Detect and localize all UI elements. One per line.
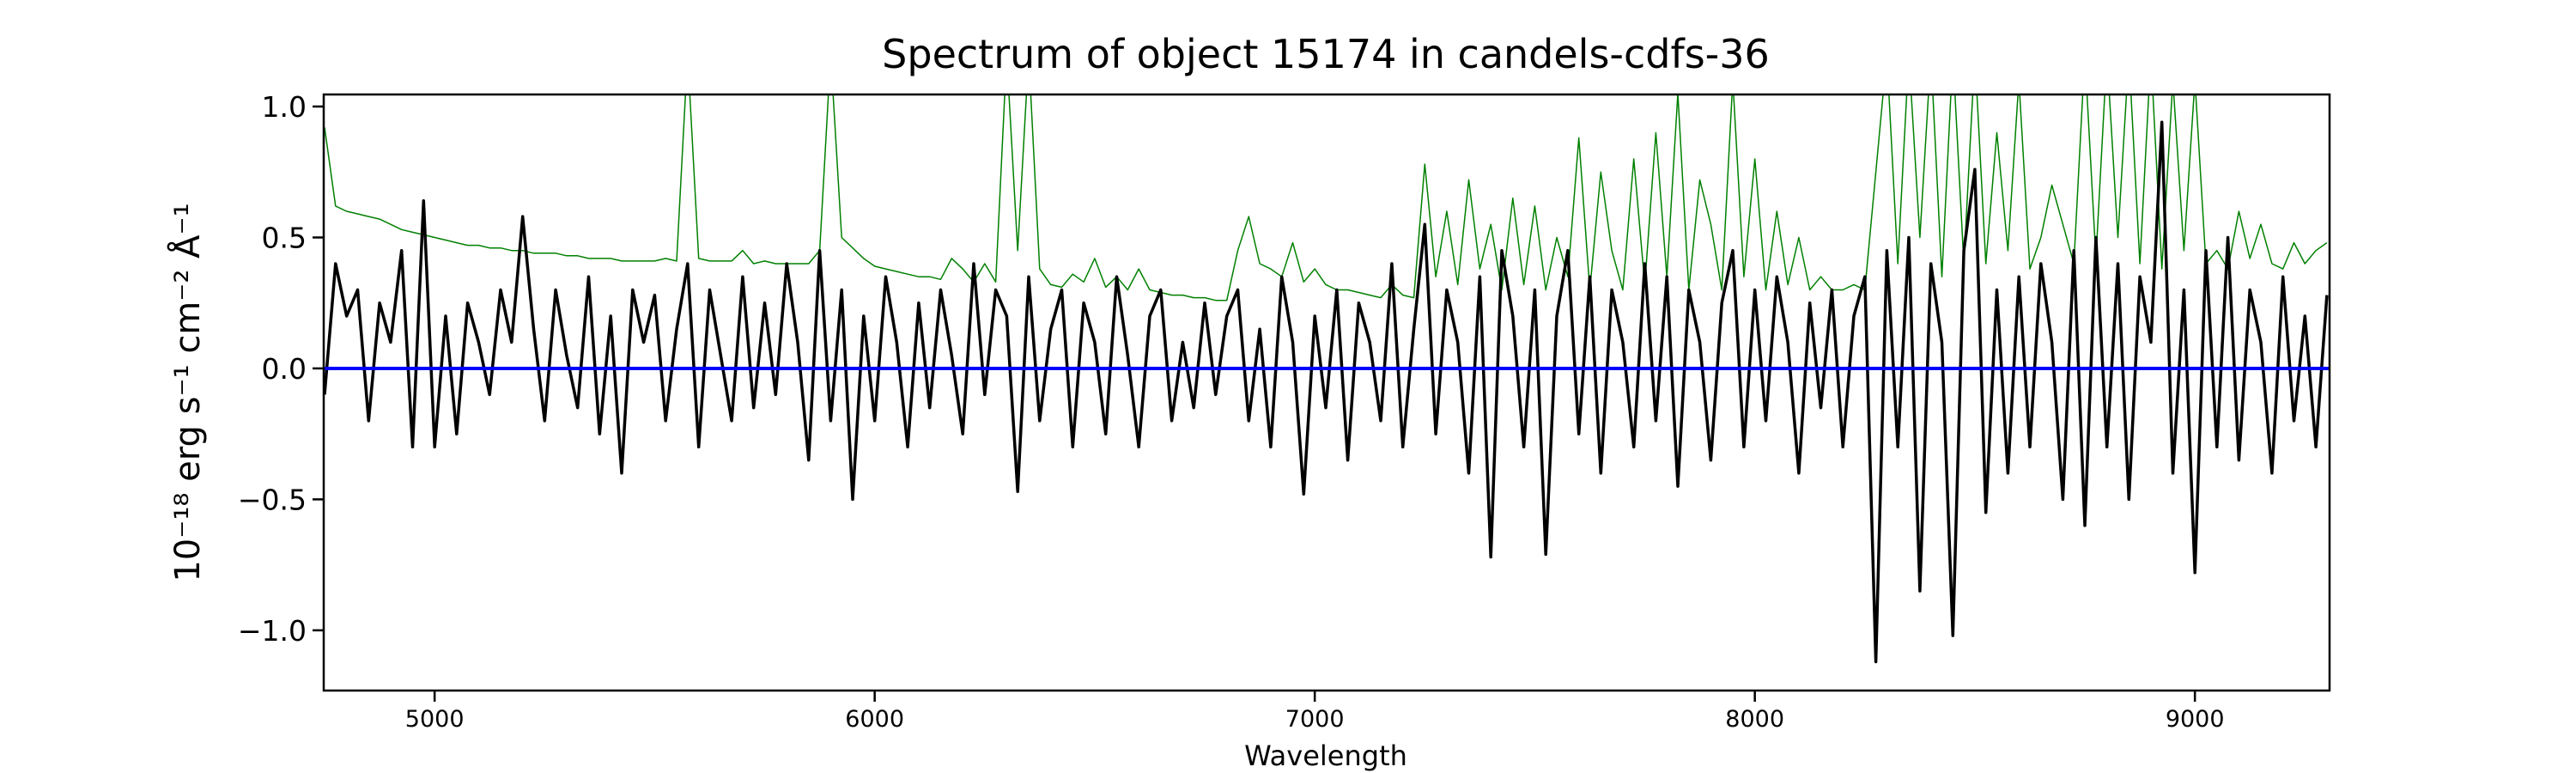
y-tick-label: 1.0 <box>262 90 307 124</box>
y-axis-label: 10⁻¹⁸ erg s⁻¹ cm⁻² Å⁻¹ <box>167 203 208 581</box>
series-layer <box>324 94 2330 664</box>
x-tick-label: 9000 <box>2166 706 2225 733</box>
y-tick-label: −0.5 <box>238 483 307 516</box>
series-error-line <box>324 94 2328 301</box>
y-axis: 1.0 0.5 0.0 −0.5 −1.0 <box>238 90 324 648</box>
chart-title: Spectrum of object 15174 in candels-cdfs… <box>882 31 1770 77</box>
plot-frame <box>322 93 2331 692</box>
x-tick-label: 8000 <box>1725 706 1784 733</box>
y-tick-label: 0.0 <box>262 352 307 386</box>
series-flux-line <box>324 120 2329 664</box>
x-axis: 5000 6000 7000 8000 9000 <box>405 691 2225 733</box>
x-axis-label: Wavelength <box>1244 740 1407 772</box>
x-tick-label: 6000 <box>845 706 904 733</box>
y-tick-label: 0.5 <box>262 221 307 254</box>
y-tick-label: −1.0 <box>238 614 307 648</box>
x-tick-label: 7000 <box>1285 706 1345 733</box>
x-tick-label: 5000 <box>405 706 465 733</box>
